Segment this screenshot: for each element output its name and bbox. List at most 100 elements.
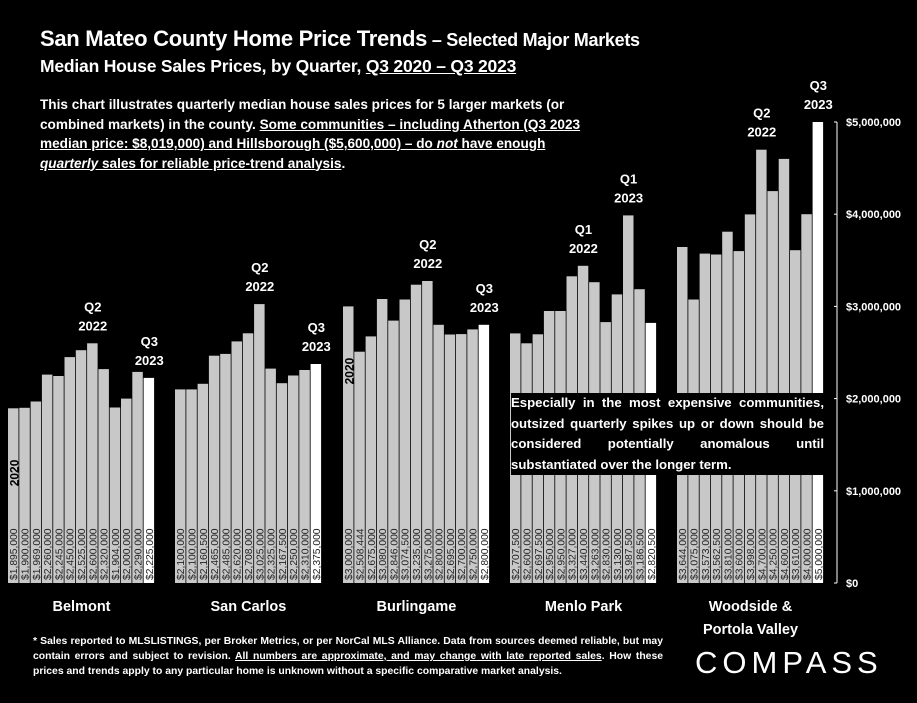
bar (75, 350, 87, 583)
market-label: Menlo Park (545, 599, 623, 615)
intro-not: not (436, 136, 458, 151)
bar-value-label: $2,695,000 (446, 528, 457, 580)
bar-value-label: $3,562,500 (712, 528, 723, 580)
bar (109, 407, 121, 583)
bar-value-label: $3,130,000 (613, 528, 624, 580)
bar (388, 320, 399, 583)
bar-value-label: $2,700,000 (457, 528, 468, 580)
bar-value-label: $2,600,000 (522, 528, 533, 580)
footnote-underlined: All numbers are approximate, and may cha… (235, 651, 602, 662)
bar (231, 341, 242, 583)
bar (478, 324, 490, 583)
bar-value-label: $2,320,000 (100, 528, 111, 580)
bar (121, 398, 132, 583)
bar (276, 383, 288, 583)
bar (87, 343, 98, 583)
bar-value-label: $2,600,000 (88, 528, 99, 580)
year-annotation: 2022 (245, 279, 274, 294)
quarter-annotation: Q3 (810, 78, 827, 93)
bar-value-label: $3,275,000 (423, 528, 434, 580)
bar (778, 158, 790, 583)
bar (365, 336, 377, 583)
footnote-plain: * Sales reported to MLSLISTINGS, per Bro… (33, 636, 663, 662)
intro-plain: This chart illustrates quarterly median … (40, 97, 565, 132)
intro-underlined: Some communities – including Atherton (Q… (40, 117, 580, 171)
bar-value-label: $2,245,000 (54, 528, 65, 580)
intro-u3: sales for reliable price-trend analysis (98, 155, 342, 171)
bar (456, 334, 467, 583)
bars-layer (8, 122, 824, 583)
market-label: San Carlos (211, 599, 287, 615)
year-annotation: 2022 (569, 241, 598, 256)
anomaly-note: Especially in the most expensive communi… (511, 393, 824, 475)
bar (376, 299, 388, 583)
bar-value-label: $4,700,000 (757, 528, 768, 580)
bar (8, 408, 19, 583)
quarter-annotation: Q2 (251, 260, 268, 275)
y-tick-label: $0 (846, 578, 858, 590)
title-main: San Mateo County Home Price Trends (40, 26, 428, 51)
quarter-annotation: Q1 (620, 171, 637, 186)
y-axis: $0 $1,000,000 $2,000,000 $3,000,000 $4,000,0… (834, 117, 901, 590)
bar (220, 353, 231, 583)
subtitle-lead: Median House Sales Prices, by Quarter, (40, 56, 366, 76)
bar (98, 369, 109, 583)
bar-value-label: $2,675,000 (367, 528, 378, 580)
y-tick-label: $4,000,000 (846, 209, 901, 221)
bar (422, 281, 433, 583)
bar-value-label: $3,327,000 (568, 528, 579, 580)
year-annotation: 2023 (135, 353, 164, 368)
footnote: * Sales reported to MLSLISTINGS, per Bro… (33, 634, 663, 679)
bar (467, 329, 478, 583)
bar-value-label: $2,450,000 (66, 528, 77, 580)
bar-value-labels: $1,895,000 $1,900,000 $1,969,000 $2,260,000… (9, 528, 825, 580)
bar (30, 401, 42, 583)
market-label: Burlingame (377, 599, 457, 615)
market-label: Woodside & (709, 599, 793, 615)
bar-value-label: $2,800,000 (480, 528, 491, 580)
bar-value-label: $3,080,000 (378, 528, 389, 580)
bar-value-label: $2,225,000 (145, 528, 156, 580)
bar-value-label: $3,600,000 (735, 528, 746, 580)
bar-value-label: $3,263,000 (590, 528, 601, 580)
y-tick-label: $1,000,000 (846, 486, 901, 498)
bar-value-label: $4,250,000 (769, 528, 780, 580)
bar-value-label: $3,810,000 (723, 528, 734, 580)
bar (444, 334, 456, 583)
bar-value-label: $1,904,000 (111, 528, 122, 580)
year-annotation: 2022 (78, 318, 107, 333)
bar-value-label: $2,160,500 (199, 528, 210, 580)
quarter-annotation: Q2 (419, 237, 436, 252)
quarter-annotation: Q1 (575, 222, 592, 237)
bar-value-label: $3,235,000 (412, 528, 423, 580)
bar-value-label: $2,508,444 (355, 528, 366, 580)
bar-value-label: $4,000,000 (802, 528, 813, 580)
bar-value-label: $2,000,000 (122, 528, 133, 580)
bar (242, 333, 254, 583)
bar-value-label: $2,830,000 (602, 528, 613, 580)
intro-end: . (341, 155, 346, 171)
intro-quarterly: quarterly (40, 155, 99, 171)
bar (756, 149, 767, 583)
quarter-annotation: Q3 (141, 334, 158, 349)
bar (197, 383, 209, 583)
quarter-annotation: Q3 (476, 281, 493, 296)
intro-text: This chart illustrates quarterly median … (40, 95, 595, 173)
bar-value-label: $2,290,000 (134, 528, 145, 580)
bar-value-label: $2,707,500 (511, 528, 522, 580)
bar (288, 375, 299, 583)
bar-value-label: $2,620,000 (233, 528, 244, 580)
bar-value-label: $5,000,000 (814, 528, 825, 580)
quarter-annotation: Q3 (308, 320, 325, 335)
bar-value-label: $2,100,000 (188, 528, 199, 580)
bar (354, 351, 365, 583)
bar (53, 376, 64, 583)
bar-value-label: $1,969,000 (32, 528, 43, 580)
bar-value-label: $3,998,000 (746, 528, 757, 580)
year-annotation: 2022 (413, 256, 442, 271)
bar-value-label: $4,600,000 (780, 528, 791, 580)
bar-value-label: $2,846,000 (389, 528, 400, 580)
bar-value-label: $3,186,500 (635, 528, 646, 580)
bar-value-label: $2,697,500 (534, 528, 545, 580)
bar-value-label: $2,167,500 (278, 528, 289, 580)
